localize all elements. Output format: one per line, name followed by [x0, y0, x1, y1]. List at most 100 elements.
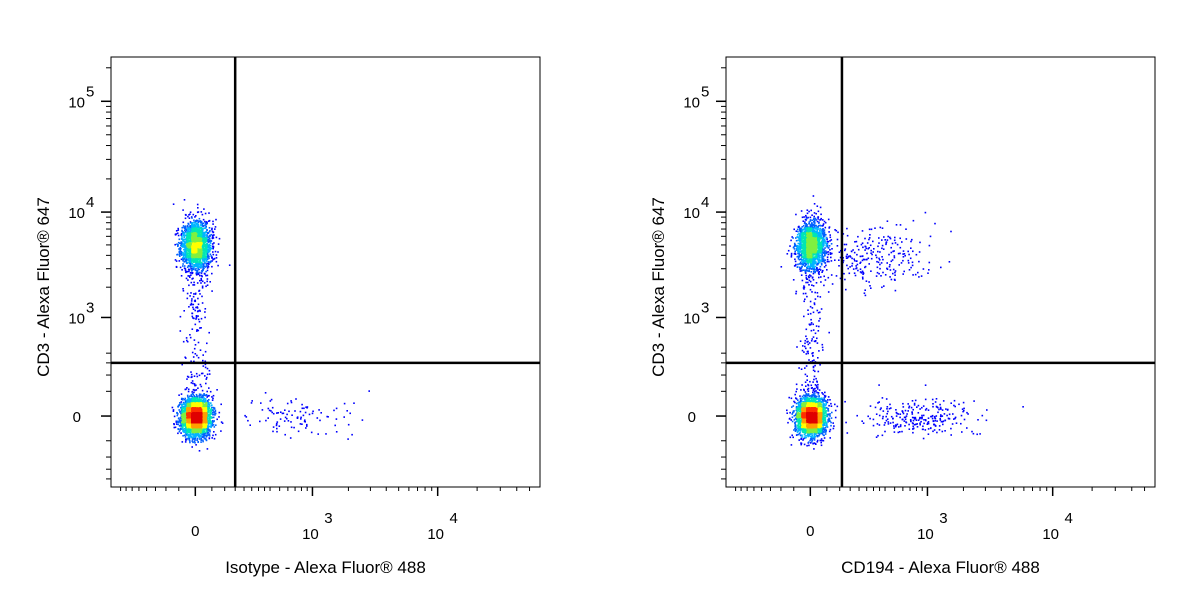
event-dot [191, 265, 193, 268]
event-dot [172, 410, 175, 412]
event-dot [196, 354, 198, 357]
event-dot [179, 425, 181, 427]
event-dot [205, 420, 208, 422]
event-dot [186, 251, 188, 254]
event-dot [199, 383, 202, 386]
event-dot [198, 238, 201, 240]
event-dot [188, 268, 191, 271]
event-dot [193, 440, 196, 443]
event-dot [208, 425, 210, 428]
event-dot [204, 245, 206, 248]
event-dot [186, 416, 188, 419]
event-dot [202, 421, 204, 424]
event-dot [289, 437, 292, 439]
event-dot [194, 258, 197, 261]
event-dot [279, 411, 282, 413]
event-dot [201, 399, 204, 402]
event-dot [172, 203, 175, 205]
event-dot [191, 261, 193, 264]
event-dot [194, 260, 197, 263]
event-dot [202, 246, 205, 249]
event-dot [293, 426, 295, 429]
event-dot [288, 410, 290, 413]
event-dot [181, 237, 183, 239]
event-dot [184, 441, 187, 443]
event-dot [192, 389, 195, 391]
event-dot [193, 251, 196, 254]
event-dot [188, 408, 190, 410]
event-dot [200, 435, 202, 437]
event-dot [205, 426, 207, 429]
event-dot [287, 420, 290, 422]
event-dot [200, 432, 203, 435]
event-dot [267, 407, 270, 410]
event-dot [205, 404, 208, 406]
event-dot [194, 353, 197, 355]
event-dot [202, 439, 204, 441]
event-dot [193, 360, 195, 363]
event-dot [184, 213, 187, 216]
event-dot [281, 412, 284, 415]
event-dot [211, 422, 214, 425]
event-dot [191, 217, 193, 219]
event-dot [182, 412, 185, 415]
event-dot [195, 222, 198, 225]
event-dot [297, 430, 300, 433]
event-dot [197, 297, 199, 300]
event-dot [190, 430, 193, 433]
event-dot [186, 297, 189, 300]
event-dot [204, 375, 206, 377]
event-dot [207, 250, 210, 253]
event-dot [199, 243, 202, 246]
event-dot [179, 424, 182, 426]
event-dot [191, 228, 193, 230]
event-dot [202, 407, 205, 409]
event-dot [182, 256, 184, 259]
event-dot [190, 397, 193, 400]
event-dot [195, 315, 198, 318]
event-dot [195, 244, 197, 247]
event-dot [199, 220, 201, 223]
event-dot [214, 414, 216, 416]
event-dot [192, 402, 195, 404]
event-dot [191, 249, 193, 251]
event-dot [335, 418, 338, 420]
event-dot [186, 387, 188, 389]
event-dot [186, 414, 189, 417]
event-dot [204, 227, 207, 230]
event-dot [177, 227, 179, 230]
event-dot [182, 263, 184, 265]
event-dot [206, 421, 208, 424]
event-dot [294, 410, 296, 412]
event-dot [179, 246, 181, 249]
event-dot [205, 439, 208, 441]
event-dot [195, 404, 198, 407]
event-dot [211, 260, 213, 262]
event-dot [282, 412, 285, 415]
event-dot [214, 226, 217, 228]
event-dot [301, 403, 303, 406]
event-dot [199, 237, 202, 240]
event-dot [187, 259, 189, 262]
event-dot [179, 402, 181, 404]
event-dot [190, 222, 192, 224]
event-dot [272, 412, 275, 415]
event-dot [195, 393, 198, 396]
event-dot [212, 424, 215, 426]
event-dot [277, 412, 279, 414]
event-dot [191, 376, 193, 378]
event-dot [198, 428, 201, 431]
event-dot [188, 426, 191, 428]
event-dot [180, 275, 183, 277]
event-dot [197, 272, 200, 275]
event-dot [311, 412, 314, 415]
event-dot [191, 409, 193, 411]
event-dot [187, 410, 189, 412]
event-dot [200, 239, 202, 242]
event-dot [200, 226, 203, 229]
event-dot [205, 263, 208, 266]
event-dot [195, 426, 197, 428]
event-dot [204, 212, 207, 215]
event-dot [203, 394, 206, 396]
event-dot [200, 372, 203, 375]
